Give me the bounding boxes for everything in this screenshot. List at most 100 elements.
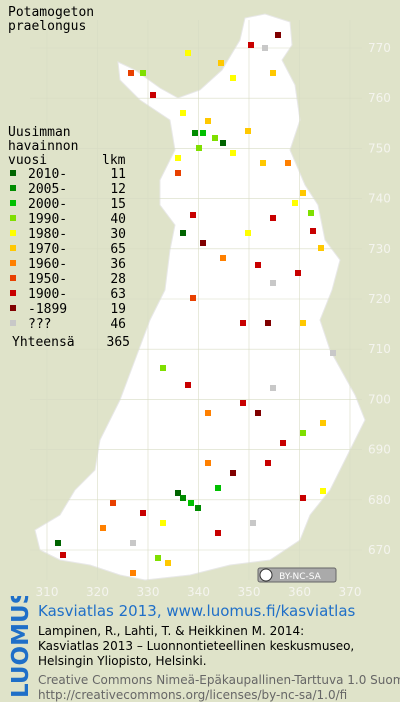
observations — [55, 32, 336, 576]
observation — [190, 212, 196, 218]
y-grid-label: 690 — [368, 443, 391, 457]
x-grid-label: 330 — [137, 585, 160, 599]
legend-count: 12 — [110, 182, 126, 197]
legend-label: ??? — [28, 317, 51, 332]
y-grid-label: 680 — [368, 493, 391, 507]
footer-heading: Kasviatlas 2013, www.luomus.fi/kasviatla… — [38, 602, 356, 620]
observation — [295, 270, 301, 276]
observation — [245, 128, 251, 134]
observation — [185, 382, 191, 388]
license: http://creativecommons.org/licenses/by-n… — [38, 688, 348, 702]
legend-count: 19 — [110, 302, 126, 317]
legend-swatch — [10, 305, 16, 311]
observation — [245, 230, 251, 236]
observation — [310, 228, 316, 234]
observation — [212, 135, 218, 141]
citation: Lampinen, R., Lahti, T. & Heikkinen M. 2… — [38, 624, 305, 638]
legend-label: -1899 — [28, 302, 67, 317]
y-grid-label: 750 — [368, 141, 391, 155]
total: 365 — [107, 335, 130, 350]
legend-count: 36 — [110, 257, 126, 272]
legend-label: 1980- — [28, 227, 67, 242]
observation — [175, 155, 181, 161]
title: praelongus — [8, 19, 86, 34]
legend-label: 1960- — [28, 257, 67, 272]
license-badge: BY-NC-SA — [257, 567, 337, 583]
brand: LUOMUS — [8, 596, 34, 698]
x-grid-label: 370 — [339, 585, 362, 599]
license: Creative Commons Nimeä-Epäkaupallinen-Ta… — [38, 673, 400, 687]
observation — [192, 130, 198, 136]
observation — [140, 70, 146, 76]
legend-label: 2000- — [28, 197, 67, 212]
observation — [55, 540, 61, 546]
legend-swatch — [10, 260, 16, 266]
observation — [205, 410, 211, 416]
observation — [130, 540, 136, 546]
observation — [150, 92, 156, 98]
observation — [100, 525, 106, 531]
observation — [220, 255, 226, 261]
observation — [300, 190, 306, 196]
observation — [205, 118, 211, 124]
observation — [110, 500, 116, 506]
observation — [320, 420, 326, 426]
observation — [292, 200, 298, 206]
grid — [30, 20, 362, 580]
observation — [265, 460, 271, 466]
observation — [320, 488, 326, 494]
legend-count: 15 — [110, 197, 126, 212]
y-grid-label: 720 — [368, 292, 391, 306]
observation — [180, 495, 186, 501]
observation — [300, 320, 306, 326]
legend-swatch — [10, 275, 16, 281]
y-grid-label: 760 — [368, 91, 391, 105]
observation — [175, 170, 181, 176]
observation — [215, 530, 221, 536]
legend-count: 46 — [110, 317, 126, 332]
legend-count: 11 — [110, 167, 126, 182]
observation — [300, 430, 306, 436]
observation — [165, 560, 171, 566]
observation — [155, 555, 161, 561]
legend-heading: havainnon — [8, 139, 78, 154]
observation — [248, 42, 254, 48]
observation — [200, 130, 206, 136]
legend-swatch — [10, 170, 16, 176]
observation — [218, 60, 224, 66]
legend-count: 65 — [110, 242, 126, 257]
legend-swatch — [10, 230, 16, 236]
legend-label: 2005- — [28, 182, 67, 197]
legend-swatch — [10, 320, 16, 326]
observation — [190, 295, 196, 301]
observation — [140, 510, 146, 516]
observation — [330, 350, 336, 356]
observation — [128, 70, 134, 76]
license-badge-text: BY-NC-SA — [279, 572, 322, 582]
observation — [265, 320, 271, 326]
legend-count: 30 — [110, 227, 126, 242]
observation — [275, 32, 281, 38]
observation — [185, 50, 191, 56]
observation — [270, 280, 276, 286]
y-grid-label: 700 — [368, 392, 391, 406]
x-grid-label: 350 — [238, 585, 261, 599]
observation — [160, 520, 166, 526]
observation — [300, 495, 306, 501]
observation — [220, 140, 226, 146]
legend-swatch — [10, 215, 16, 221]
legend-label: 2010- — [28, 167, 67, 182]
x-grid-label: 320 — [86, 585, 109, 599]
x-grid-label: 310 — [36, 585, 59, 599]
observation — [160, 365, 166, 371]
legend-count-heading: lkm — [102, 153, 126, 168]
legend-count: 28 — [110, 272, 126, 287]
observation — [180, 110, 186, 116]
observation — [230, 75, 236, 81]
observation — [270, 385, 276, 391]
x-grid-label: 360 — [288, 585, 311, 599]
observation — [200, 240, 206, 246]
legend-label: 1990- — [28, 212, 67, 227]
